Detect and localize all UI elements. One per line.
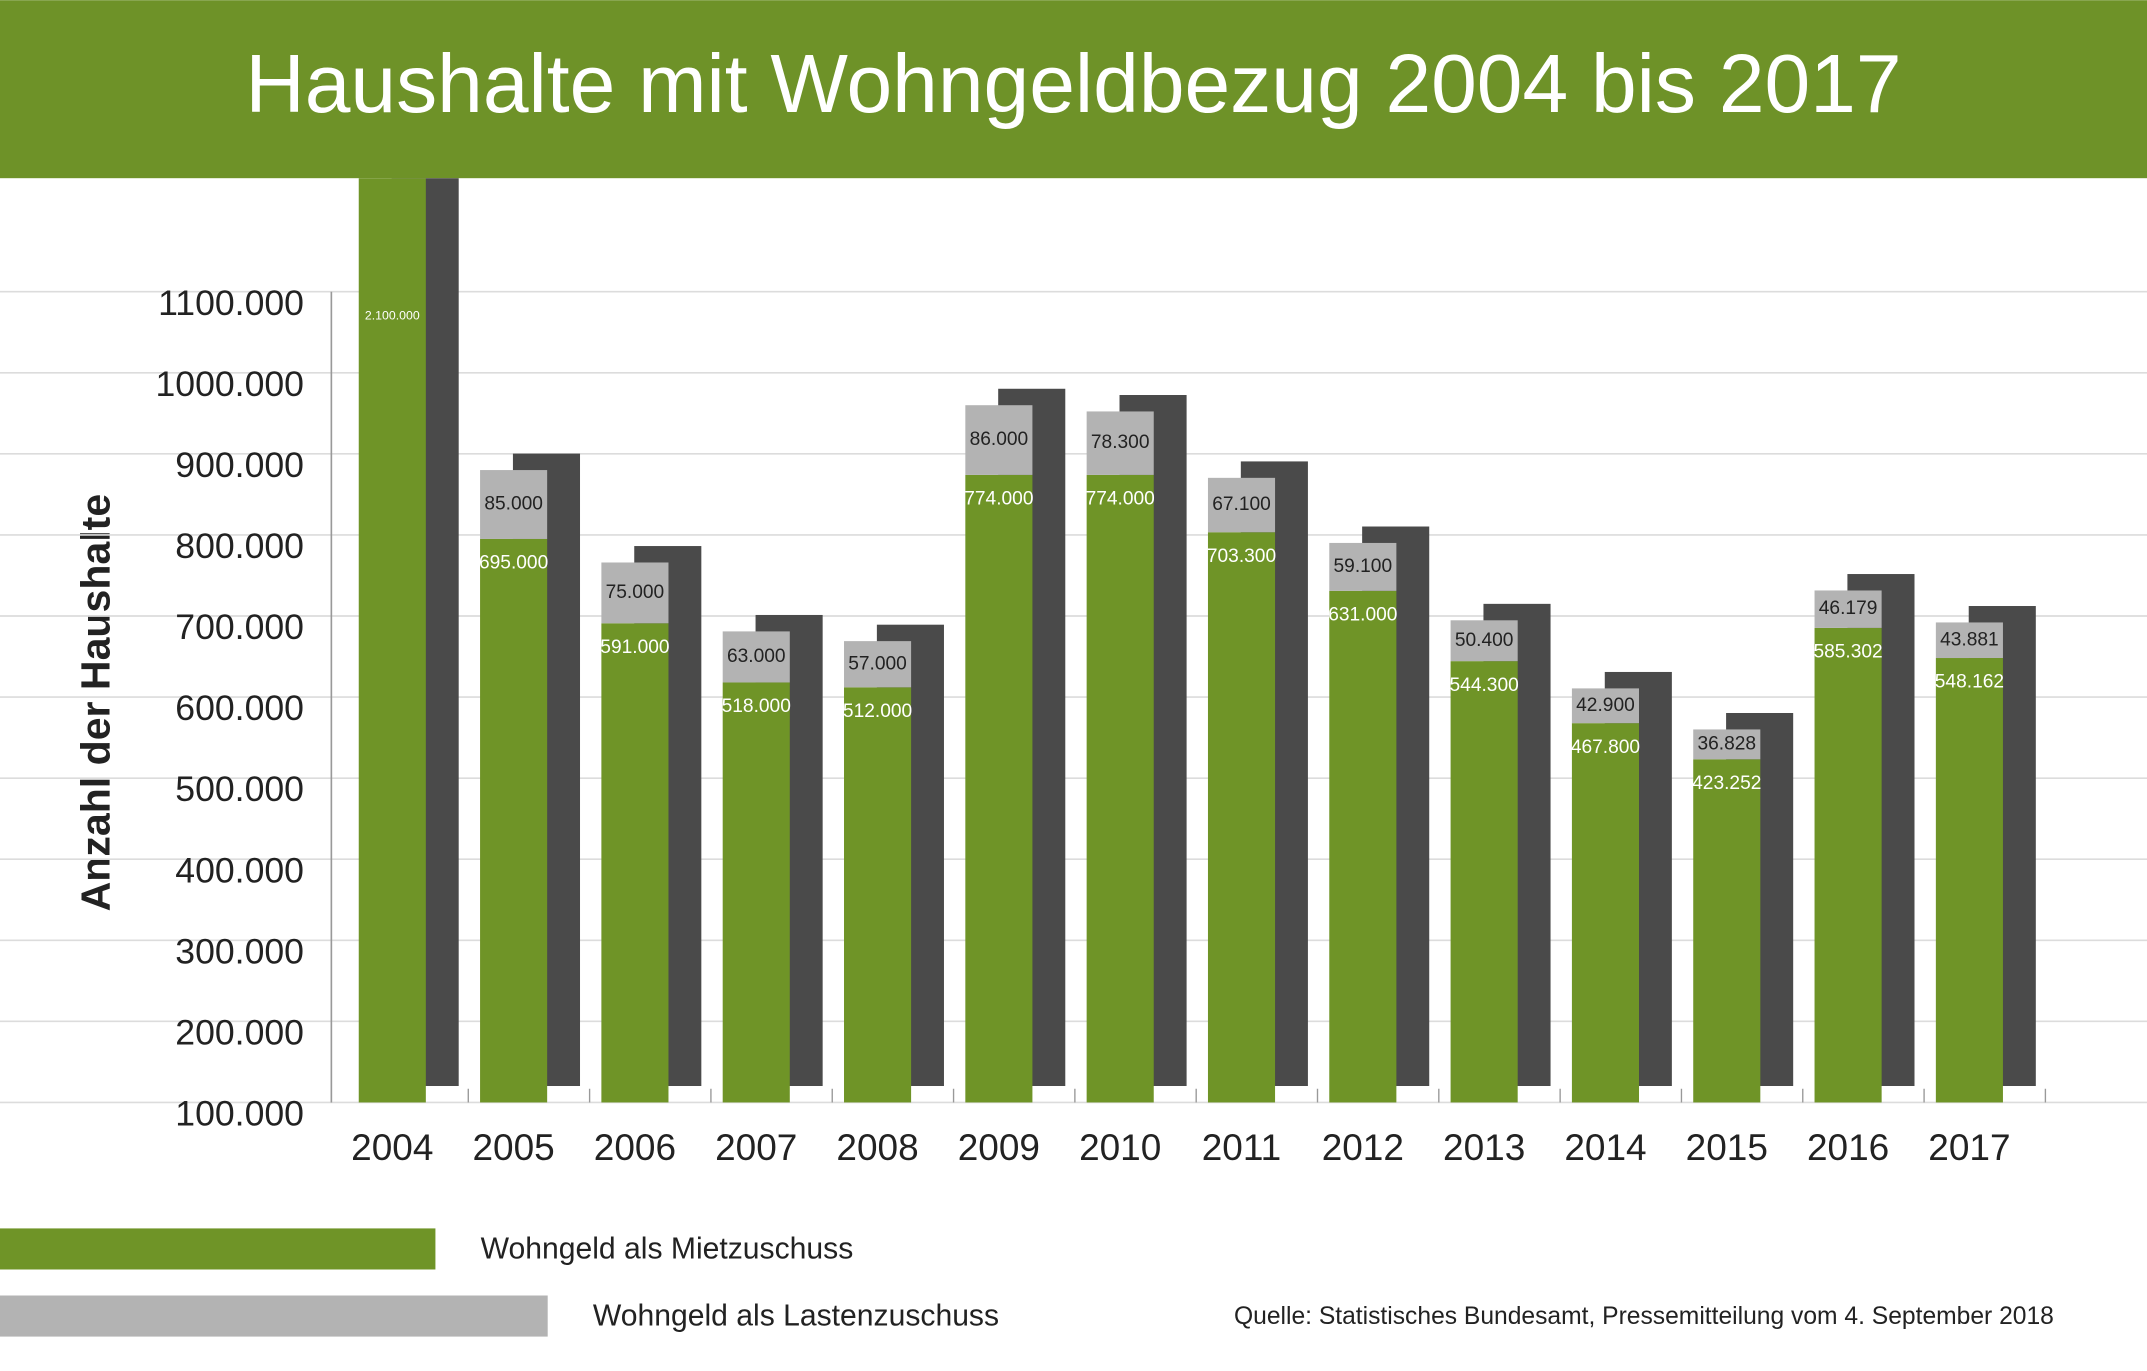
bar-segment [844, 687, 912, 1103]
x-tick-label: 2008 [836, 1127, 918, 1168]
value-label: 57.000 [848, 653, 907, 674]
bar-segment [722, 682, 790, 1103]
value-label: 512.000 [843, 701, 912, 722]
bar-segment [722, 631, 790, 683]
chart-title: Haushalte mit Wohngeldbezug 2004 bis 201… [245, 39, 1901, 130]
value-label: 591.000 [600, 637, 669, 658]
value-label: 59.100 [1334, 556, 1393, 577]
value-label: 695.000 [479, 553, 548, 574]
x-tick-label: 2016 [1807, 1127, 1889, 1168]
value-label: 42.900 [1576, 695, 1635, 716]
x-tick-label: 2015 [1686, 1127, 1768, 1168]
x-tick-label: 2004 [351, 1127, 433, 1168]
bar-segment [1329, 542, 1397, 591]
value-label: 50.400 [1455, 630, 1514, 651]
value-label: 67.100 [1212, 494, 1271, 515]
value-label: 43.881 [1940, 629, 1999, 650]
bar-segment [1329, 590, 1397, 1103]
y-tick-label: 400.000 [175, 850, 304, 890]
value-label: 75.000 [606, 582, 665, 603]
x-tick-label: 2013 [1443, 1127, 1525, 1168]
bar-segment [965, 405, 1033, 475]
bar-segment [1814, 590, 1882, 628]
x-tick-label: 2006 [594, 1127, 676, 1168]
value-label: 46.179 [1819, 598, 1878, 619]
y-tick-label: 100.000 [175, 1094, 304, 1134]
y-tick-label: 900.000 [175, 445, 304, 485]
value-label: 631.000 [1328, 605, 1397, 626]
bar-segment [1450, 661, 1518, 1103]
value-label: 63.000 [727, 646, 786, 667]
bar-segment [1935, 622, 2003, 659]
bar-segment [844, 641, 912, 688]
x-tick-label: 2011 [1202, 1127, 1282, 1168]
y-tick-label: 200.000 [175, 1012, 304, 1052]
value-label: 36.828 [1697, 733, 1756, 754]
y-tick-label: 700.000 [175, 607, 304, 647]
legend-swatch [0, 1228, 436, 1270]
value-label: 423.252 [1692, 773, 1761, 794]
x-tick-label: 2009 [958, 1127, 1040, 1168]
bar-segment [1693, 729, 1761, 760]
value-label: 86.000 [970, 429, 1029, 450]
legend-label: Wohngeld als Mietzuschuss [481, 1232, 854, 1265]
y-tick-label: 500.000 [175, 769, 304, 809]
value-label: 585.302 [1813, 642, 1882, 663]
bar-segment [965, 474, 1033, 1103]
legend-swatch [0, 1295, 548, 1337]
bar-segment [1450, 620, 1518, 662]
bar-segment [601, 623, 669, 1103]
bar-segment [1207, 532, 1276, 1103]
bar-segment [358, 178, 426, 1103]
x-tick-label: 2007 [715, 1127, 797, 1168]
value-label: 467.800 [1571, 737, 1640, 758]
bar-segment [480, 538, 548, 1103]
bar-segment [601, 562, 669, 624]
value-label: 78.300 [1091, 432, 1150, 453]
y-axis-title: Anzahl der Haushalte [72, 494, 118, 912]
x-tick-label: 2017 [1928, 1127, 2010, 1168]
x-tick-label: 2010 [1079, 1127, 1161, 1168]
bar-segment [1935, 658, 2003, 1103]
value-label: 703.300 [1207, 546, 1276, 567]
source-note: Quelle: Statistisches Bundesamt, Pressem… [1234, 1303, 2054, 1330]
value-label: 518.000 [722, 696, 791, 717]
header-band [0, 0, 2147, 179]
y-tick-label: 800.000 [175, 526, 304, 566]
bar-segment [1571, 723, 1640, 1103]
y-tick-label: 1000.000 [156, 364, 304, 404]
value-label: 2.100.000 [365, 309, 420, 323]
value-label: 548.162 [1935, 672, 2004, 693]
bar-segment [1571, 688, 1640, 724]
bar-segment [1207, 477, 1276, 533]
y-tick-label: 300.000 [175, 931, 304, 971]
legend-label: Wohngeld als Lastenzuschuss [593, 1299, 999, 1332]
value-label: 774.000 [964, 489, 1033, 510]
value-label: 544.300 [1450, 675, 1519, 696]
bar-segment [1086, 411, 1154, 475]
value-label: 85.000 [484, 494, 543, 515]
y-tick-label: 600.000 [175, 688, 304, 728]
y-tick-label: 1100.000 [158, 283, 304, 323]
bar-segment [480, 470, 548, 539]
x-tick-label: 2012 [1322, 1127, 1404, 1168]
bar-segment [1814, 627, 1882, 1103]
bar-segment [1693, 759, 1761, 1103]
bar-segment [1086, 474, 1154, 1103]
value-label: 774.000 [1086, 489, 1155, 510]
x-tick-label: 2005 [472, 1127, 554, 1168]
x-tick-label: 2014 [1564, 1127, 1646, 1168]
